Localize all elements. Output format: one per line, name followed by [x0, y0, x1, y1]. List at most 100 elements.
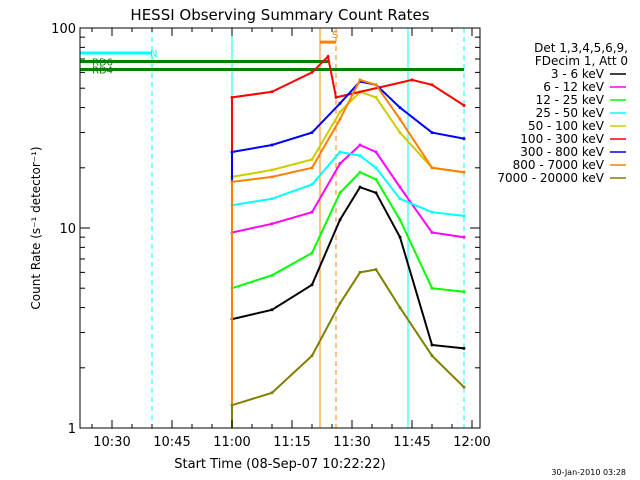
legend-header-line: Det 1,3,4,5,6,9, — [534, 41, 628, 55]
series-point-7000-20000-kev — [270, 391, 274, 395]
series-point-300-800-kev — [430, 131, 434, 135]
series-point-100-300-kev — [430, 83, 434, 87]
series-point-6-12-kev — [310, 210, 314, 214]
y-tick-label: 1 — [68, 422, 76, 437]
series-point-50-100-kev — [338, 110, 342, 114]
x-axis: 10:30 10:45 11:00 11:15 11:30 11:45 12:00 — [91, 28, 491, 450]
series-point-12-25-kev — [462, 290, 466, 294]
legend-label-50-100-kev: 50 - 100 keV — [528, 119, 605, 133]
x-tick-label: 11:30 — [333, 435, 370, 450]
x-tick-label: 11:45 — [393, 435, 430, 450]
series-group — [230, 54, 466, 428]
series-point-800-7000-kev — [358, 78, 362, 82]
series-point-800-7000-kev — [338, 117, 342, 121]
series-point-6-12-kev — [374, 150, 378, 154]
series-point-300-800-kev — [310, 131, 314, 135]
vline-group — [151, 28, 465, 428]
series-point-50-100-kev — [398, 131, 402, 135]
series-point-25-50-kev — [374, 166, 378, 170]
series-point-7000-20000-kev — [358, 270, 362, 274]
series-line-25-50-kev — [231, 150, 465, 428]
series-point-12-25-kev — [430, 286, 434, 290]
series-point-6-12-kev — [398, 185, 402, 189]
legend-label-3-6-kev: 3 - 6 keV — [551, 67, 605, 81]
series-point-6-12-kev — [270, 222, 274, 226]
series-point-100-300-kev — [462, 103, 466, 107]
series-point-25-50-kev — [430, 210, 434, 214]
series-point-6-12-kev — [462, 235, 466, 239]
series-point-12-25-kev — [374, 177, 378, 181]
series-point-800-7000-kev — [462, 170, 466, 174]
annotation-label-rd4: RD4 — [92, 66, 113, 77]
series-line-12-25-kev — [231, 171, 465, 428]
series-point-300-800-kev — [338, 101, 342, 105]
series-point-6-12-kev — [430, 230, 434, 234]
series-point-7000-20000-kev — [398, 306, 402, 310]
series-point-100-300-kev — [326, 55, 330, 59]
series-point-50-100-kev — [374, 95, 378, 99]
series-line-300-800-kev — [231, 80, 465, 428]
series-point-3-6-kev — [430, 343, 434, 347]
series-point-25-50-kev — [310, 183, 314, 187]
series-point-6-12-kev — [358, 143, 362, 147]
legend-label-100-300-kev: 100 - 300 keV — [520, 132, 604, 146]
series-point-3-6-kev — [338, 218, 342, 222]
series-point-3-6-kev — [310, 283, 314, 287]
series-point-25-50-kev — [270, 197, 274, 201]
x-tick-label: 11:15 — [273, 435, 310, 450]
series-point-50-100-kev — [270, 168, 274, 172]
series-point-25-50-kev — [338, 150, 342, 154]
series-point-50-100-kev — [310, 158, 314, 162]
series-point-12-25-kev — [358, 170, 362, 174]
series-line-3-6-kev — [231, 185, 465, 428]
series-point-100-300-kev — [310, 70, 314, 74]
series-point-25-50-kev — [398, 197, 402, 201]
series-point-800-7000-kev — [430, 166, 434, 170]
series-point-7000-20000-kev — [338, 301, 342, 305]
series-point-300-800-kev — [462, 137, 466, 141]
series-point-7000-20000-kev — [230, 403, 234, 407]
y-axis-label: Count Rate (s⁻¹ detector⁻¹) — [29, 146, 43, 309]
series-line-6-12-kev — [231, 143, 465, 428]
series-point-7000-20000-kev — [374, 268, 378, 272]
chart-title: HESSI Observing Summary Count Rates — [130, 6, 429, 24]
legend-label-7000-20000-kev: 7000 - 20000 keV — [497, 171, 604, 185]
series-line-800-7000-kev — [231, 78, 465, 428]
annotation-label-s: S — [332, 30, 338, 41]
series-point-100-300-kev — [270, 90, 274, 94]
series-point-3-6-kev — [398, 235, 402, 239]
series-point-300-800-kev — [230, 150, 234, 154]
series-point-3-6-kev — [270, 308, 274, 312]
x-axis-label: Start Time (08-Sep-07 10:22:22) — [174, 457, 385, 472]
series-point-800-7000-kev — [374, 83, 378, 87]
x-tick-label: 12:00 — [453, 435, 490, 450]
annotation-label-rd6: RD6 — [92, 57, 113, 68]
legend: Det 1,3,4,5,6,9,FDecim 1, Att 03 - 6 keV… — [497, 41, 628, 185]
series-point-800-7000-kev — [270, 175, 274, 179]
series-point-7000-20000-kev — [462, 385, 466, 389]
legend-label-12-25-kev: 12 - 25 keV — [536, 93, 605, 107]
series-point-100-300-kev — [334, 95, 338, 99]
series-line-7000-20000-kev — [231, 268, 465, 428]
legend-label-800-7000-kev: 800 - 7000 keV — [513, 158, 605, 172]
y-tick-label: 10 — [59, 222, 76, 237]
series-point-800-7000-kev — [230, 180, 234, 184]
series-point-100-300-kev — [410, 78, 414, 82]
annotation-label-n: N — [150, 49, 157, 60]
legend-label-25-50-kev: 25 - 50 keV — [536, 106, 605, 120]
series-line-100-300-kev — [231, 54, 465, 428]
series-line-50-100-kev — [231, 90, 465, 428]
series-point-800-7000-kev — [398, 117, 402, 121]
x-tick-label: 10:45 — [153, 435, 190, 450]
series-point-12-25-kev — [270, 273, 274, 277]
y-axis: 1 10 100 — [51, 22, 480, 437]
series-point-25-50-kev — [358, 154, 362, 158]
series-point-12-25-kev — [398, 218, 402, 222]
x-tick-label: 11:00 — [213, 435, 250, 450]
series-point-12-25-kev — [310, 251, 314, 255]
series-point-3-6-kev — [374, 191, 378, 195]
footer-timestamp: 30-Jan-2010 03:28 — [551, 468, 626, 477]
y-tick-label: 100 — [51, 22, 76, 37]
